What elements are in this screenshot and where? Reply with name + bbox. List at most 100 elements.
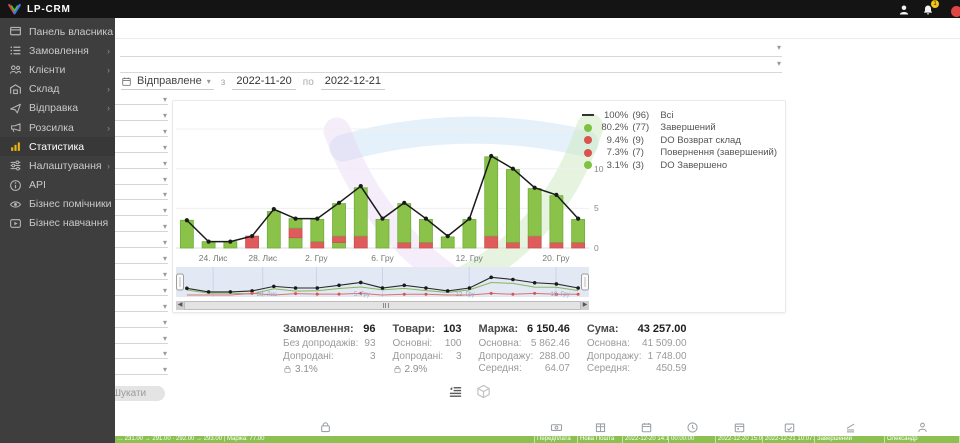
navigator-date-label: 12. Гру [455, 292, 474, 298]
side-filter-select-13[interactable]: ▾ [115, 299, 168, 312]
chevron-down-icon: ▾ [162, 301, 167, 311]
side-filter-select-8[interactable]: ▾ [115, 219, 168, 233]
search-button[interactable]: Шукати [115, 386, 165, 401]
side-filter-select-6[interactable]: ▾ [115, 187, 168, 201]
sidebar-item-label: Бізнес помічники [29, 198, 112, 211]
side-filter-select-0[interactable]: ▾ [115, 92, 168, 105]
bar-segment [332, 203, 346, 237]
side-filter-select-14[interactable]: ▾ [115, 315, 168, 328]
bar-segment [266, 211, 281, 249]
table-header-calendar-date[interactable] [716, 421, 763, 434]
sidebar-item-label: Розсилка [29, 121, 74, 134]
orders-table-row[interactable]: … 231.00 → 291.00 · 292.00 → 293.00 | Ма… [115, 436, 960, 443]
bar-segment [462, 219, 477, 249]
table-cell: 2022-12-21 10:07:05 [763, 436, 815, 443]
bar-segment [549, 195, 564, 243]
bar-segment [397, 242, 412, 249]
chevron-down-icon: ▾ [776, 43, 781, 52]
navigator-scrollbar[interactable]: ◀ ▶ [176, 301, 589, 310]
sidebar-item-7[interactable]: Налаштування › [0, 156, 115, 175]
side-filter-select-11[interactable]: ▾ [115, 267, 168, 280]
navigator-date-label: 19. Гру [550, 292, 569, 298]
logo[interactable]: LP-CRM [0, 3, 71, 16]
chart-navigator[interactable]: 28. Лис 5. Гру 12. Гру 19. Гру [176, 267, 589, 300]
navigator-left-handle[interactable] [176, 273, 184, 291]
date-to-field[interactable]: 2022-12-21 [320, 75, 386, 90]
chevron-down-icon: ▾ [776, 59, 781, 68]
header-divider [115, 38, 960, 39]
legend-item-3[interactable]: 7.3% (7) Повернення (завершений) [582, 147, 777, 160]
clients-icon [9, 65, 22, 75]
table-header-banknote[interactable] [535, 421, 578, 434]
filter-select-2[interactable]: ▾ [120, 56, 782, 73]
bar-segment [310, 219, 325, 243]
legend-item-1[interactable]: 80.2% (77) Завершений [582, 122, 777, 135]
side-filter-select-16[interactable]: ▾ [115, 346, 168, 360]
products-view-icon[interactable] [476, 384, 491, 399]
legend-item-2[interactable]: 9.4% (9) DO Возврат склад [582, 134, 777, 147]
legend-item-0[interactable]: 100% (96) Всі [582, 109, 777, 122]
stat-column-0: Замовлення: 96 Без допродажів: 93 Допродані:… [283, 323, 376, 375]
sidebar-item-2[interactable]: Клієнти › [0, 60, 115, 79]
sidebar-item-3[interactable]: Склад › [0, 80, 115, 99]
stacked-bar-line-chart [176, 128, 589, 249]
side-filter-select-7[interactable]: ▾ [115, 203, 168, 217]
chevron-right-icon: › [107, 45, 110, 56]
sidebar-item-label: Відправка [29, 102, 79, 115]
user-icon[interactable] [898, 3, 910, 15]
sidebar-item-4[interactable]: Відправка › [0, 99, 115, 118]
bar-segment [397, 203, 412, 243]
side-filter-select-5[interactable]: ▾ [115, 172, 168, 185]
date-from-field[interactable]: 2022-11-20 [232, 75, 296, 90]
from-label: з [220, 77, 226, 88]
scrollbar-left-arrow-icon[interactable]: ◀ [177, 302, 183, 308]
table-cell: … 231.00 → 291.00 · 292.00 → 293.00 | Ма… [115, 436, 535, 443]
table-header-calendar[interactable] [623, 421, 669, 434]
side-filter-select-15[interactable]: ▾ [115, 331, 168, 344]
filter-select-1[interactable]: ▾ [120, 40, 782, 57]
side-filter-select-2[interactable]: ▾ [115, 124, 168, 137]
table-cell: 00:00:00 [669, 436, 716, 443]
status-dot-icon[interactable] [946, 3, 960, 17]
legend-item-4[interactable]: 3.1% (3) DO Завершено [582, 159, 777, 172]
sidebar-item-1[interactable]: Замовлення › [0, 41, 115, 60]
y-tick-label: 10 [594, 163, 604, 174]
banknote-icon [550, 424, 563, 431]
sidebar-item-10[interactable]: Бізнес навчання [0, 214, 115, 233]
navigator-right-handle[interactable] [581, 273, 589, 291]
side-filter-select-17[interactable]: ▾ [115, 362, 168, 376]
chevron-right-icon: › [107, 122, 110, 133]
table-header-bag[interactable] [115, 421, 535, 434]
bar-segment [549, 242, 564, 249]
sidebar-item-9[interactable]: Бізнес помічники [0, 195, 115, 214]
stat-column-1: Товари: 103 Основні: 100 Допродані: 3 2.9% [392, 323, 462, 375]
table-header-parcel[interactable] [578, 421, 623, 434]
bell-icon[interactable]: 1 [922, 0, 939, 15]
side-filter-select-10[interactable]: ▾ [115, 251, 168, 264]
stat-column-2: Маржа: 6 150.46 Основна: 5 862.46 Допродажу:… [478, 323, 570, 374]
sidebar-item-8[interactable]: API [0, 176, 115, 195]
orders-view-icon[interactable] [448, 384, 463, 399]
table-header-calendar-check[interactable] [763, 421, 815, 434]
scrollbar-grip[interactable] [382, 303, 389, 308]
sidebar-item-0[interactable]: Панель власника [0, 22, 115, 41]
table-header-person[interactable] [885, 421, 960, 434]
date-type-select[interactable]: Відправлене ▾ [121, 75, 214, 90]
side-filter-select-9[interactable]: ▾ [115, 235, 168, 249]
dashboard-icon [10, 26, 21, 36]
statistics-icon [11, 142, 20, 152]
orders-icon [10, 46, 21, 55]
sidebar-item-5[interactable]: Розсилка › [0, 118, 115, 137]
side-filter-select-12[interactable]: ▾ [115, 283, 168, 296]
bar-segment [440, 236, 455, 249]
view-toggle [448, 384, 491, 399]
side-filter-select-4[interactable]: ▾ [115, 156, 168, 169]
table-header-clock[interactable] [669, 421, 716, 434]
x-tick-label: 2. Гру [305, 253, 328, 263]
table-header-chart[interactable] [815, 421, 885, 434]
sidebar-item-6[interactable]: Статистика [0, 137, 115, 157]
scrollbar-right-arrow-icon[interactable]: ▶ [582, 302, 588, 308]
side-filter-select-3[interactable]: ▾ [115, 140, 168, 153]
date-type-label: Відправлене [137, 75, 202, 87]
side-filter-select-1[interactable]: ▾ [115, 108, 168, 121]
